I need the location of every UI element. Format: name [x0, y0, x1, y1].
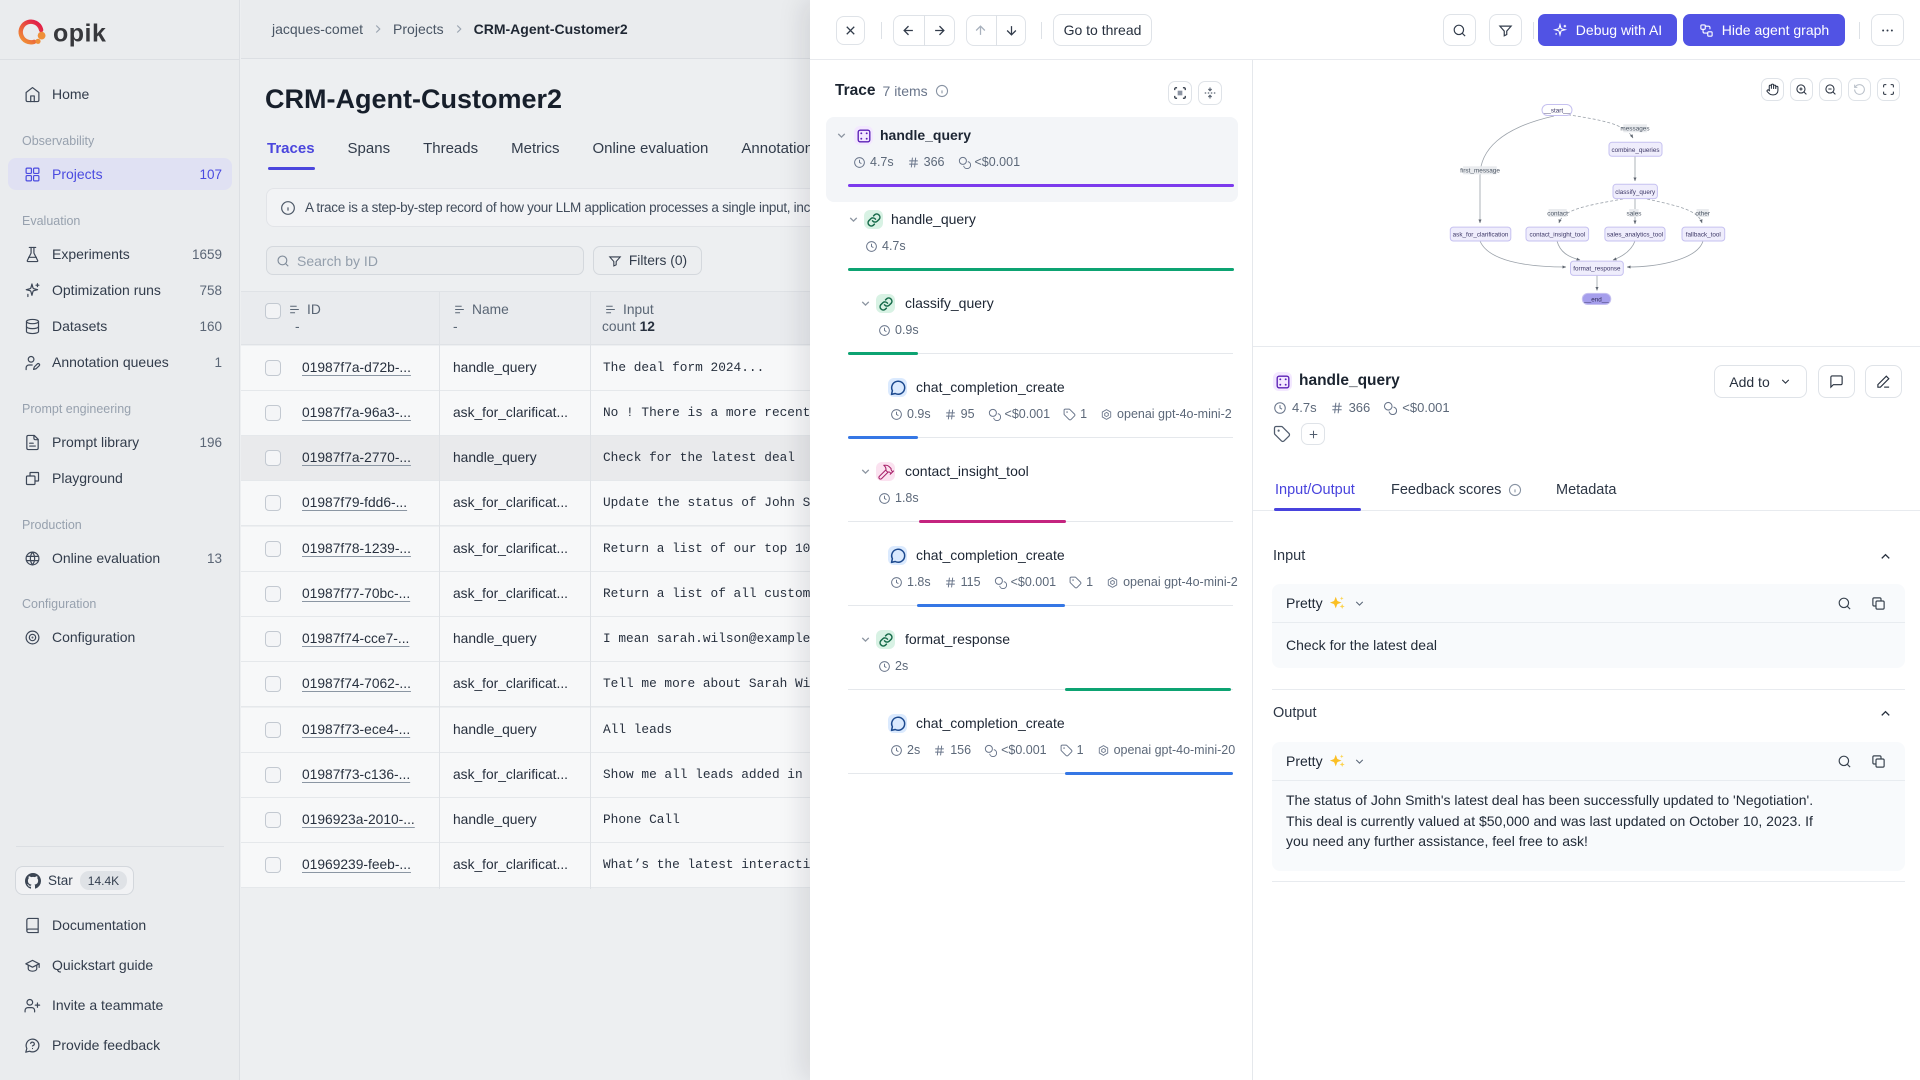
svg-text:sales: sales [1627, 210, 1642, 217]
svg-text:fallback_tool: fallback_tool [1686, 232, 1721, 239]
svg-text:contact_insight_tool: contact_insight_tool [1529, 232, 1585, 239]
svg-text:__end__: __end__ [1583, 296, 1609, 303]
svg-text:combine_queries: combine_queries [1612, 147, 1660, 154]
svg-text:other: other [1695, 210, 1710, 217]
svg-text:messages: messages [1620, 126, 1649, 133]
svg-text:__start__: __start__ [1543, 108, 1571, 115]
svg-text:sales_analytics_tool: sales_analytics_tool [1607, 232, 1663, 239]
svg-text:format_response: format_response [1573, 266, 1621, 273]
svg-text:ask_for_clarification: ask_for_clarification [1453, 232, 1509, 239]
svg-text:first_message: first_message [1460, 168, 1500, 175]
svg-text:classify_query: classify_query [1615, 189, 1656, 196]
svg-text:contact: contact [1547, 210, 1568, 217]
svg-text:opik: opik [53, 20, 106, 48]
